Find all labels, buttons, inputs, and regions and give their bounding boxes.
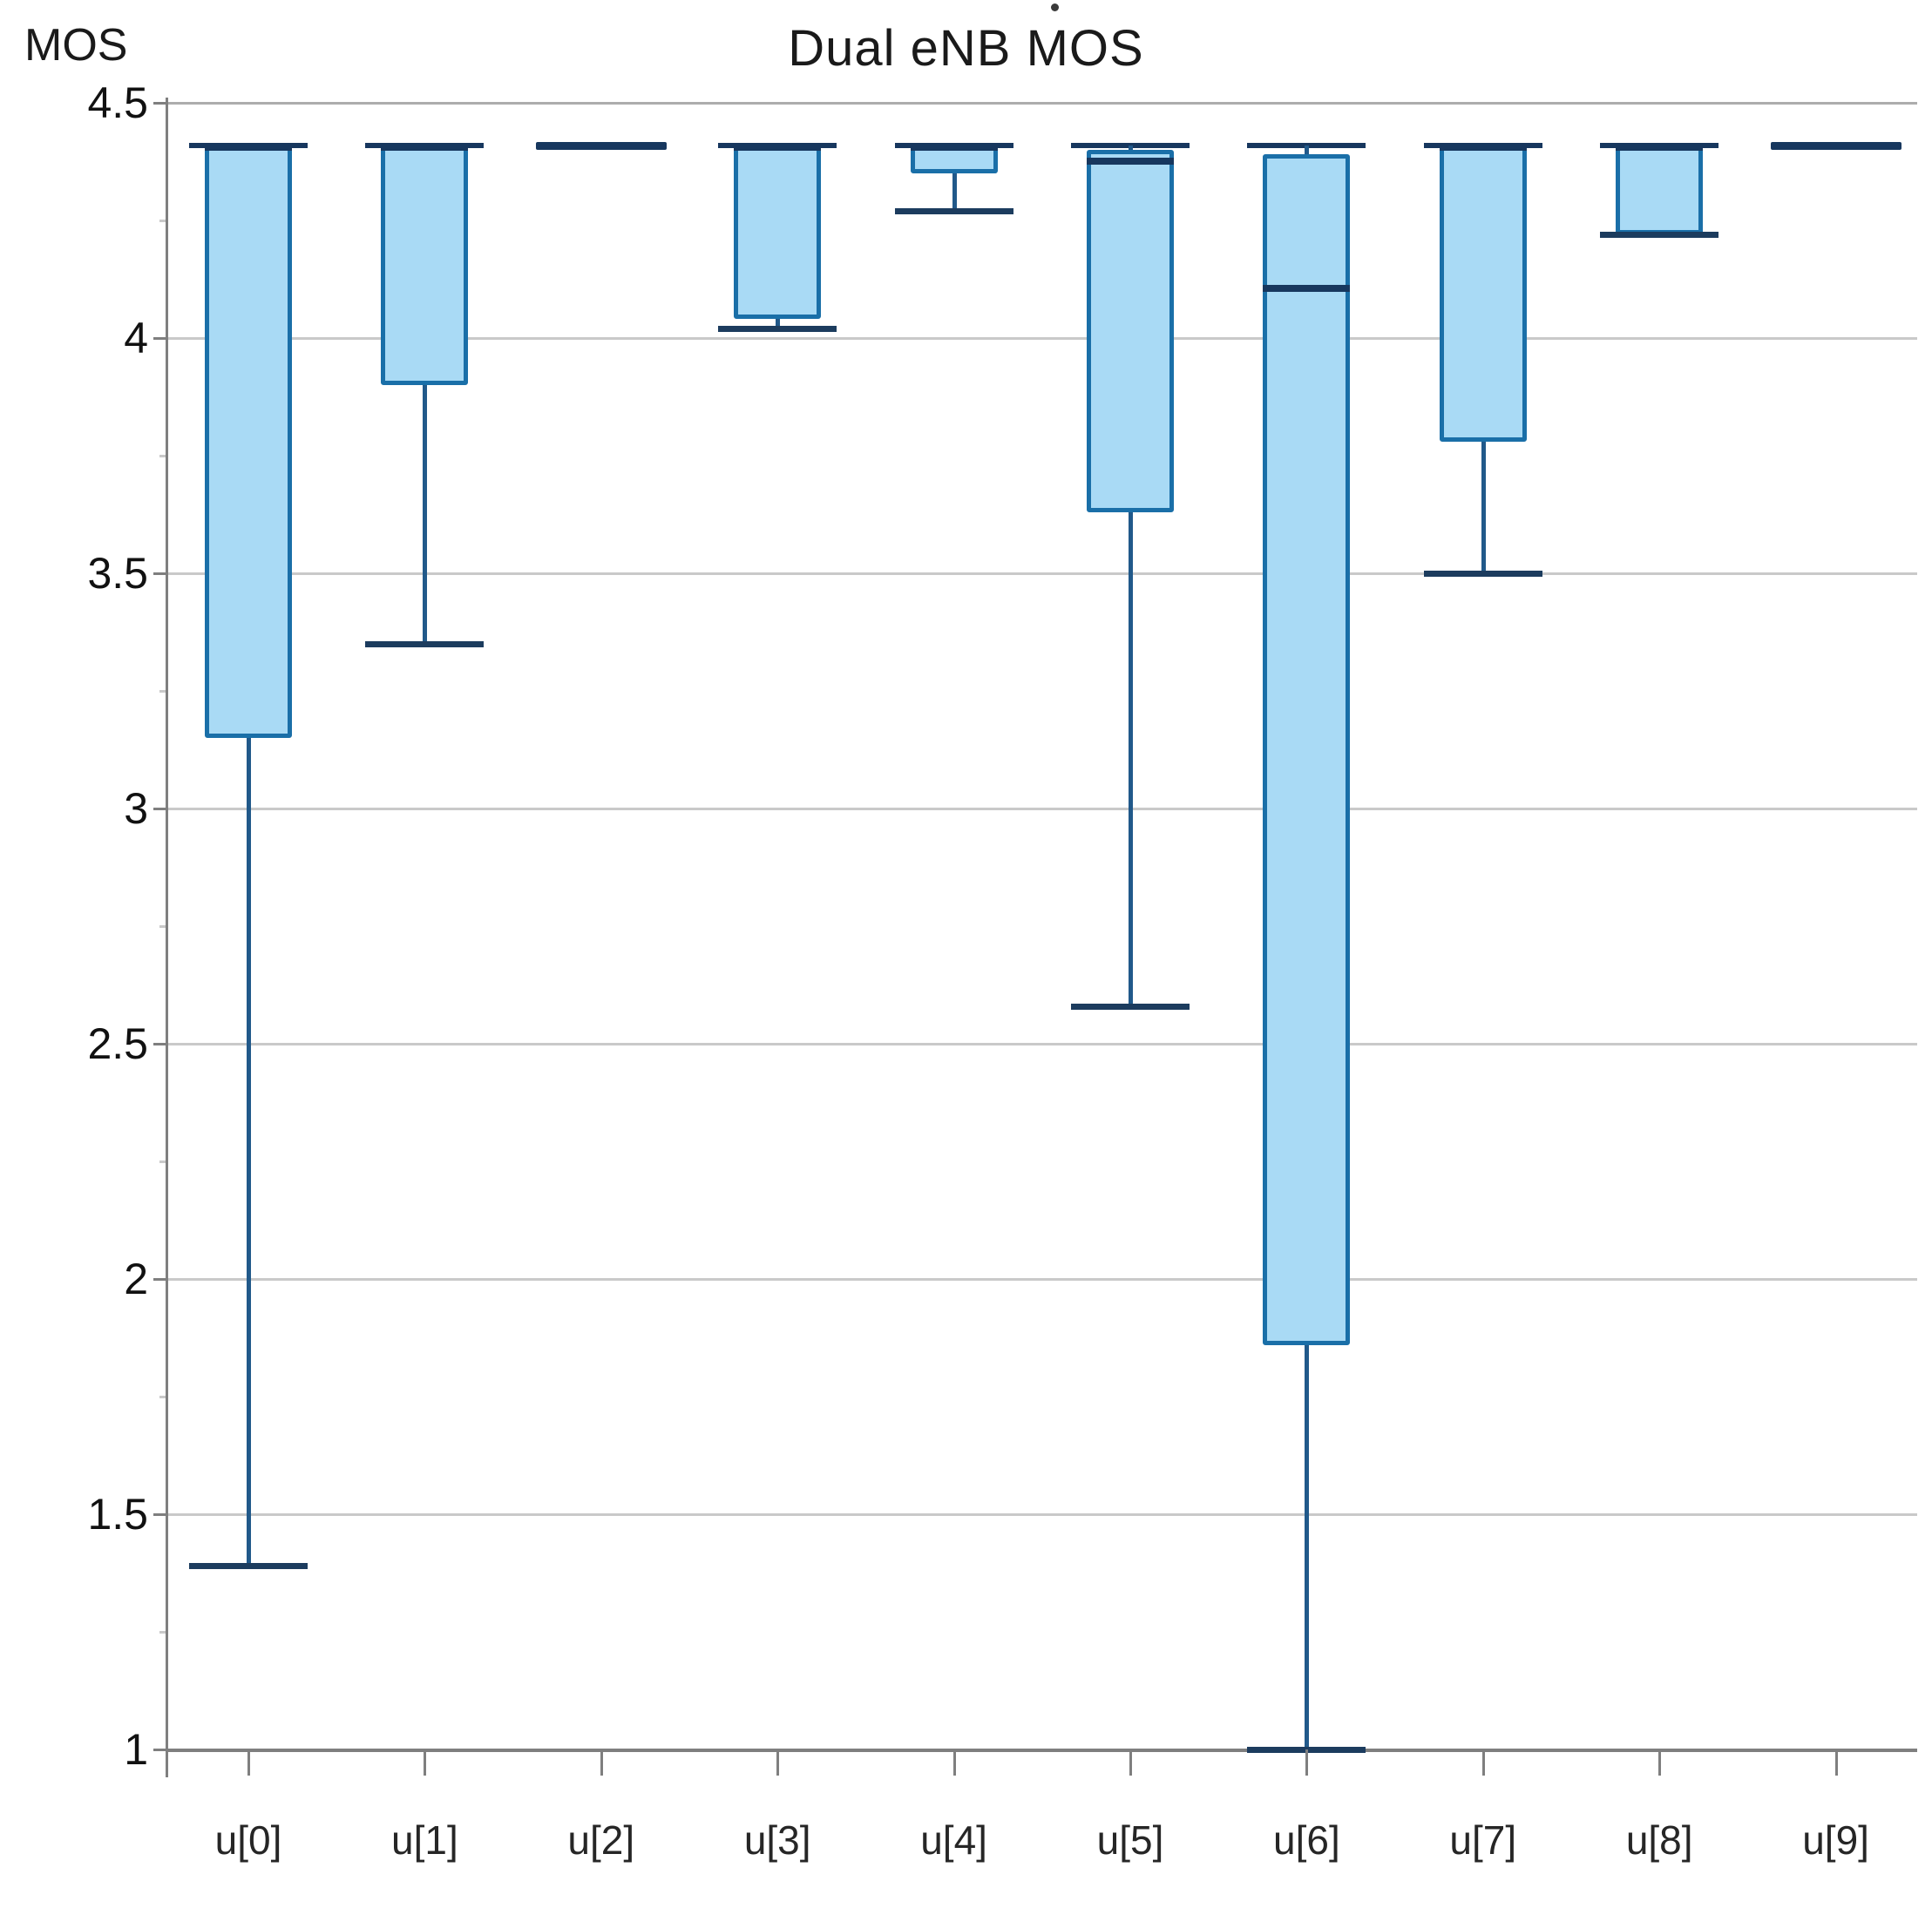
y-axis-line (166, 98, 168, 1777)
x-axis-tick (1481, 1749, 1485, 1776)
whisker-bottom-cap (894, 208, 1013, 215)
x-axis-tick (424, 1749, 427, 1776)
x-axis-label: u[7] (1449, 1817, 1517, 1863)
y-axis-tick (153, 102, 168, 105)
y-axis-label: 1.5 (87, 1490, 148, 1539)
y-axis-tick (153, 1513, 168, 1516)
median-line (910, 143, 998, 151)
y-axis-minor-tick (159, 1631, 168, 1634)
whisker-top-stem (1305, 145, 1310, 155)
x-axis-label: u[6] (1273, 1817, 1340, 1863)
y-axis-minor-tick (159, 220, 168, 222)
y-axis-label: 4 (124, 314, 148, 362)
x-axis-tick (776, 1749, 780, 1776)
y-axis-minor-tick (159, 1396, 168, 1398)
y-axis-minor-tick (159, 1160, 168, 1163)
x-axis-tick (1129, 1749, 1132, 1776)
whisker-bottom-stem (776, 319, 781, 329)
whisker-top-stem (1129, 145, 1133, 150)
whisker-bottom-stem (423, 385, 428, 644)
whisker-bottom-stem (1129, 511, 1133, 1006)
y-axis-minor-tick (159, 455, 168, 457)
median-line (1616, 143, 1704, 151)
box-u[3] (734, 145, 822, 320)
y-axis-minor-tick (159, 690, 168, 693)
x-axis-tick (952, 1749, 956, 1776)
gridline (168, 102, 1917, 105)
whisker-bottom-stem (952, 173, 957, 212)
y-axis-tick (153, 1278, 168, 1281)
box-u[8] (1616, 145, 1704, 235)
artifact-dot (1051, 3, 1059, 11)
y-axis-minor-tick (159, 925, 168, 928)
box-u[5] (1087, 150, 1174, 512)
x-axis-tick (1305, 1749, 1309, 1776)
x-axis-tick (1834, 1749, 1838, 1776)
x-axis-tick (600, 1749, 603, 1776)
box-u[7] (1439, 145, 1527, 442)
x-axis-tick (247, 1749, 250, 1776)
x-axis-label: u[1] (391, 1817, 458, 1863)
y-axis-label: 3.5 (87, 549, 148, 598)
gridline (168, 1749, 1917, 1752)
x-axis-label: u[4] (920, 1817, 987, 1863)
whisker-bottom-cap (718, 326, 837, 333)
x-axis-label: u[9] (1802, 1817, 1869, 1863)
whisker-bottom-cap (189, 1563, 308, 1570)
box-u[0] (205, 145, 292, 738)
median-line (734, 143, 822, 151)
whisker-bottom-cap (1423, 571, 1542, 577)
whisker-bottom-cap (365, 641, 485, 647)
whisker-bottom-stem (1305, 1344, 1310, 1749)
y-axis-tick (153, 572, 168, 575)
gridline (168, 808, 1917, 810)
y-axis-tick (153, 337, 168, 340)
x-axis-tick (1658, 1749, 1662, 1776)
y-axis-tick (153, 1043, 168, 1045)
x-axis-label: u[3] (743, 1817, 811, 1863)
flat-box-u[2] (535, 141, 667, 150)
whisker-bottom-cap (1071, 1003, 1190, 1010)
median-line (1087, 157, 1174, 165)
median-line (1263, 284, 1351, 292)
flat-box-u[9] (1770, 141, 1901, 150)
gridline (168, 1278, 1917, 1281)
median-line (381, 143, 469, 151)
median-line (1439, 143, 1527, 151)
chart-title: Dual eNB MOS (788, 20, 1144, 77)
y-axis-label: 2 (124, 1255, 148, 1303)
y-axis-label: 3 (124, 784, 148, 833)
x-axis-label: u[2] (567, 1817, 635, 1863)
gridline (168, 337, 1917, 340)
box-u[6] (1263, 154, 1351, 1345)
gridline (168, 572, 1917, 575)
gridline (168, 1513, 1917, 1516)
y-axis-label: 1 (124, 1725, 148, 1774)
whisker-bottom-cap (1600, 232, 1719, 239)
median-line (205, 143, 292, 151)
x-axis-label: u[8] (1625, 1817, 1693, 1863)
gridline (168, 1043, 1917, 1045)
whisker-bottom-stem (247, 738, 251, 1566)
x-axis-label: u[5] (1096, 1817, 1164, 1863)
y-axis-title: MOS (24, 20, 128, 71)
box-u[1] (381, 145, 469, 385)
y-axis-label: 2.5 (87, 1019, 148, 1068)
whisker-bottom-stem (1481, 441, 1486, 573)
y-axis-tick (153, 1749, 168, 1751)
y-axis-tick (153, 808, 168, 810)
y-axis-label: 4.5 (87, 78, 148, 127)
x-axis-label: u[0] (214, 1817, 282, 1863)
